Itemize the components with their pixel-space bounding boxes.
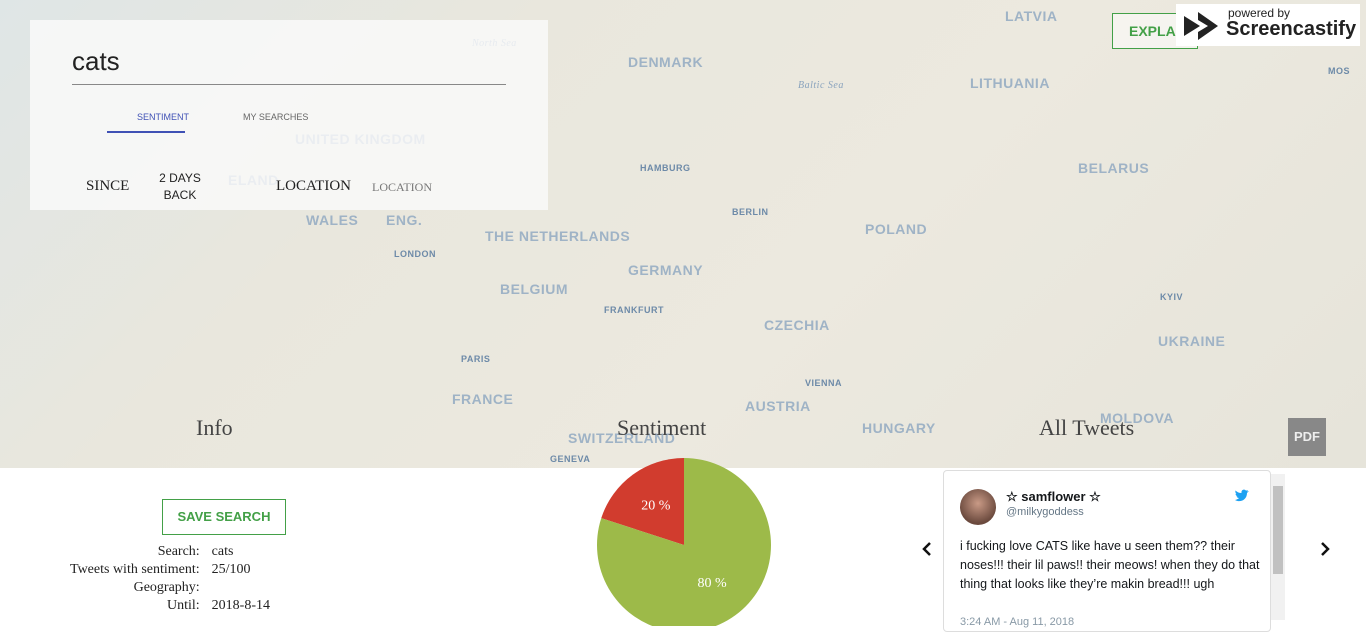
tweet-timestamp: 3:24 AM - Aug 11, 2018	[960, 616, 1075, 628]
map-label: ENG.	[386, 212, 423, 228]
results-panel: SAVE SEARCH Search: cats Tweets with senti…	[0, 458, 1366, 632]
tweet-card[interactable]: ☆ samflower ☆ @milkygoddess i fucking lo…	[943, 470, 1271, 632]
map-label: POLAND	[865, 221, 928, 237]
map-label: BERLIN	[732, 207, 769, 217]
pie-chart: 20 % 80 %	[597, 458, 771, 626]
search-card: cats SENTIMENT MY SEARCHES SINCE 2 DAYS …	[30, 20, 548, 210]
input-underline	[72, 84, 506, 85]
info-row: Until: 2018-8-14	[64, 597, 276, 615]
info-row: Search: cats	[64, 543, 276, 561]
info-row: Tweets with sentiment: 25/100	[64, 561, 276, 579]
avatar	[960, 489, 996, 525]
pdf-button[interactable]: PDF	[1288, 418, 1326, 456]
map-label: VIENNA	[805, 378, 843, 388]
tab-indicator	[107, 131, 185, 133]
scrollbar[interactable]	[1271, 474, 1285, 620]
map-label: THE NETHERLANDS	[485, 228, 631, 244]
watermark-text: powered by	[1228, 6, 1291, 20]
section-heading: Info	[196, 415, 233, 440]
save-button[interactable]: SAVE SEARCH	[162, 499, 286, 535]
watermark-logo	[1184, 12, 1218, 40]
tweet-name: ☆ samflower ☆	[1006, 489, 1101, 504]
section-heading: All Tweets	[1039, 415, 1135, 440]
next-arrow[interactable]	[1318, 540, 1332, 558]
info-label: Tweets with sentiment:	[70, 562, 200, 577]
info-label: Search:	[157, 544, 200, 559]
map-label: BELARUS	[1078, 160, 1150, 176]
pie-slice	[597, 458, 771, 626]
info-label: Until:	[167, 598, 200, 613]
map-label: CZECHIA	[764, 317, 830, 333]
map-label: KYIV	[1160, 292, 1184, 302]
map-label: LONDON	[394, 249, 436, 259]
map-label: HAMBURG	[640, 163, 691, 173]
map-label: FRANCE	[452, 391, 514, 407]
map-label: FRANKFURT	[604, 305, 664, 315]
location-input[interactable]: LOCATION	[372, 180, 432, 194]
info-label: Geography:	[133, 580, 200, 595]
info-value: cats	[211, 544, 234, 559]
map-label: BELGIUM	[500, 281, 569, 297]
since-select[interactable]: 2 DAYS BACK	[159, 171, 201, 202]
tweet-handle: @milkygoddess	[1006, 506, 1084, 518]
info-value	[206, 579, 276, 597]
twitter-icon	[1235, 489, 1249, 502]
prev-arrow[interactable]	[920, 540, 934, 558]
section-heading: Sentiment	[617, 415, 707, 440]
map-label: PARIS	[461, 354, 491, 364]
watermark-brand: Screencastify	[1226, 18, 1357, 40]
map-label: LATVIA	[1005, 8, 1058, 24]
tweet-text: i fucking love CATS like have u seen the…	[960, 539, 1260, 591]
info-value: 25/100	[211, 562, 251, 577]
map-label: WALES	[306, 212, 359, 228]
location-label: LOCATION	[276, 178, 351, 194]
search-input[interactable]: cats	[72, 46, 120, 76]
map-label: DENMARK	[628, 54, 704, 70]
info-row: Geography:	[64, 579, 276, 597]
pie-slice	[601, 458, 684, 545]
map-label: Baltic Sea	[798, 80, 844, 91]
map-label: SWITZERLAND	[568, 430, 676, 446]
map-label: GENEVA	[550, 454, 591, 464]
watermark: powered by Screencastify	[1176, 4, 1360, 46]
map-label: AUSTRIA	[745, 398, 811, 414]
map-label: UKRAINE	[1158, 333, 1226, 349]
tab[interactable]: SENTIMENT	[137, 112, 190, 122]
scroll-thumb[interactable]	[1273, 486, 1283, 574]
info-table: Search: cats Tweets with sentiment: 25/100 G…	[64, 543, 276, 615]
map-label: GERMANY	[628, 262, 704, 278]
info-value: 2018-8-14	[211, 598, 270, 613]
since-label: SINCE	[86, 178, 130, 194]
tab[interactable]: MY SEARCHES	[243, 112, 309, 122]
slice-label: 80 %	[698, 576, 728, 591]
map-label: LITHUANIA	[970, 75, 1050, 91]
slice-label: 20 %	[641, 499, 671, 514]
map-label: MOLDOVA	[1100, 410, 1175, 426]
map-label: HUNGARY	[862, 420, 936, 436]
map-label: MOS	[1328, 66, 1351, 76]
